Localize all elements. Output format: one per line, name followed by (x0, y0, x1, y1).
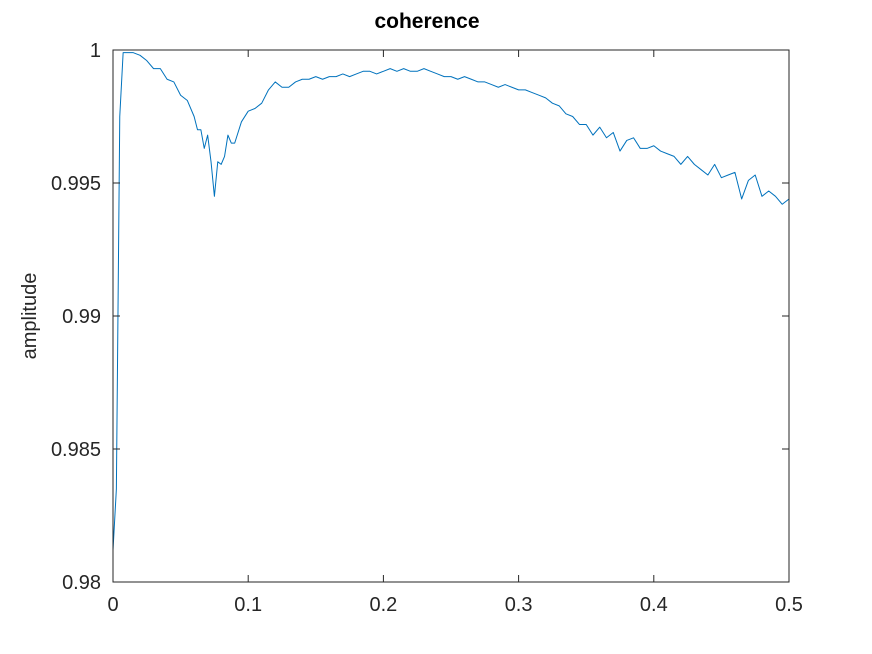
y-tick-label: 1 (90, 40, 101, 62)
y-tick-label: 0.995 (51, 173, 101, 195)
plot-background (113, 50, 789, 582)
x-tick-label: 0.3 (505, 594, 533, 616)
series-line-coherence (112, 52, 790, 551)
x-tick-label: 0.5 (775, 594, 803, 616)
plot-area: 0 0.1 0.2 0.3 0.4 0.5 0.98 0.985 0.99 0.995 1 (51, 40, 803, 616)
plot-frame (112, 49, 790, 583)
y-tick-label: 0.99 (62, 306, 101, 328)
x-tick-label: 0.4 (640, 594, 668, 616)
y-tick-label: 0.98 (62, 572, 101, 594)
x-tick-label: 0 (107, 594, 118, 616)
y-axis-label: amplitude (19, 273, 41, 360)
y-tick-label: 0.985 (51, 439, 101, 461)
x-tick-label: 0.2 (369, 594, 397, 616)
x-tick-label: 0.1 (234, 594, 262, 616)
chart-title: coherence (374, 10, 479, 33)
